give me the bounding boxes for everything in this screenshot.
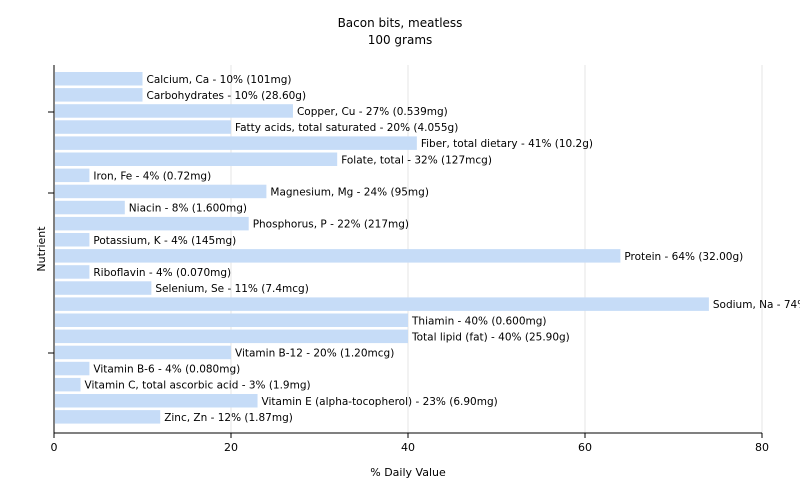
bar-label: Iron, Fe - 4% (0.72mg)	[93, 170, 211, 182]
bar-label: Thiamin - 40% (0.600mg)	[411, 315, 547, 327]
bar-label: Fiber, total dietary - 41% (10.2g)	[421, 138, 593, 150]
bar-label: Vitamin B-6 - 4% (0.080mg)	[93, 364, 240, 376]
bar-label: Total lipid (fat) - 40% (25.90g)	[411, 331, 570, 343]
x-tick-label: 40	[401, 441, 415, 454]
bar	[55, 184, 267, 199]
bar-labels: Calcium, Ca - 10% (101mg) Carbohydrates -…	[85, 74, 800, 424]
bar-label: Folate, total - 32% (127mcg)	[341, 154, 492, 166]
chart-title: Bacon bits, meatless	[338, 16, 463, 30]
bar	[55, 136, 417, 150]
bar-label: Copper, Cu - 27% (0.539mg)	[297, 106, 448, 118]
bar-label: Vitamin B-12 - 20% (1.20mcg)	[235, 347, 394, 359]
bar	[55, 265, 90, 279]
bar	[55, 345, 231, 360]
bar-label: Zinc, Zn - 12% (1.87mg)	[164, 412, 293, 424]
x-tick-label: 20	[224, 441, 238, 454]
bar	[55, 394, 258, 408]
bar-label: Vitamin E (alpha-tocopherol) - 23% (6.90…	[262, 396, 498, 408]
bar-label: Protein - 64% (32.00g)	[624, 251, 743, 263]
bar	[55, 120, 231, 134]
axes: 0 20 40 60 80	[48, 65, 769, 454]
bar	[55, 168, 90, 183]
bar	[55, 313, 408, 327]
bar-label: Carbohydrates - 10% (28.60g)	[147, 90, 307, 102]
bar	[55, 281, 152, 295]
bar-label: Calcium, Ca - 10% (101mg)	[147, 74, 292, 86]
bar-label: Riboflavin - 4% (0.070mg)	[93, 267, 231, 279]
bar-label: Vitamin C, total ascorbic acid - 3% (1.9…	[85, 380, 311, 392]
bar	[55, 329, 408, 344]
bar-label: Selenium, Se - 11% (7.4mcg)	[155, 283, 308, 295]
x-tick-label: 80	[755, 441, 769, 454]
bar-label: Potassium, K - 4% (145mg)	[93, 235, 236, 247]
bars	[55, 72, 709, 424]
bar	[55, 88, 143, 102]
bar	[55, 72, 143, 86]
y-axis-label: Nutrient	[35, 226, 48, 272]
bar-label: Niacin - 8% (1.600mg)	[129, 203, 247, 215]
chart-subtitle: 100 grams	[368, 33, 433, 47]
bar	[55, 249, 621, 263]
x-tick-label: 60	[578, 441, 592, 454]
grid-lines	[230, 65, 763, 433]
bar	[55, 216, 249, 231]
bar	[55, 410, 161, 424]
x-axis-label: % Daily Value	[370, 466, 446, 479]
bar-label: Magnesium, Mg - 24% (95mg)	[270, 186, 429, 198]
bar	[55, 104, 293, 118]
bar	[55, 152, 338, 166]
bar	[55, 361, 90, 376]
bar-label: Fatty acids, total saturated - 20% (4.05…	[235, 122, 458, 134]
bar-label: Phosphorus, P - 22% (217mg)	[253, 219, 409, 231]
bar-label: Sodium, Na - 74% (1770mg)	[713, 299, 800, 311]
bar	[55, 233, 90, 247]
bar	[55, 200, 125, 215]
bar	[55, 377, 81, 392]
x-tick-label: 0	[51, 441, 58, 454]
bar	[55, 297, 709, 311]
